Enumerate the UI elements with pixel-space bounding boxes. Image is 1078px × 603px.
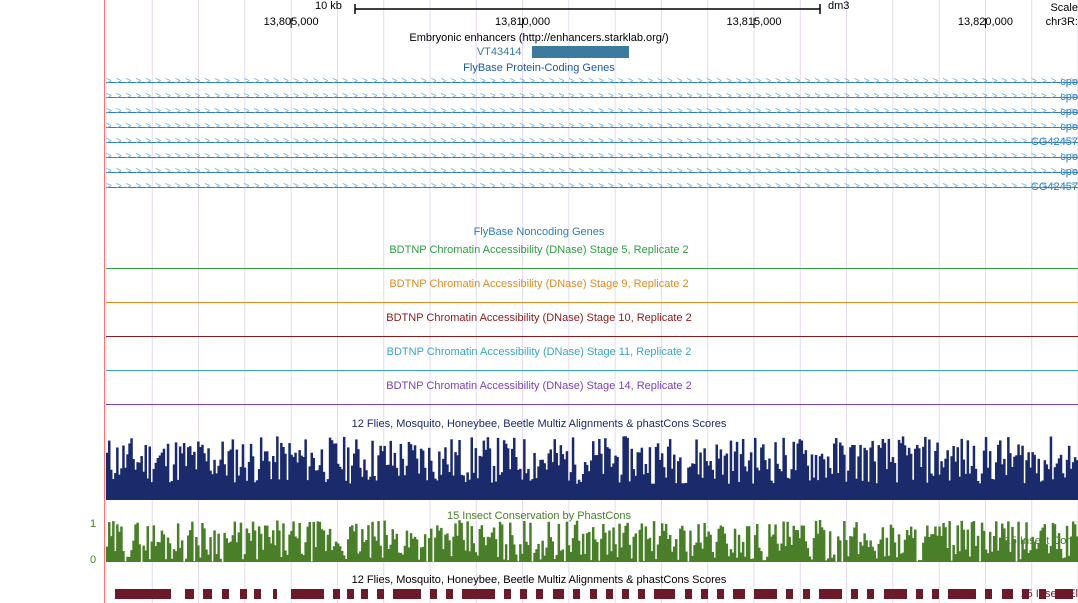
insect-el-block[interactable] — [573, 589, 580, 599]
gene-direction-arrows: >>>>>>>>>>>>>>>>>>>>>>>>>>>>>>>>>>>>>>>>… — [106, 136, 1078, 148]
insect-el-block[interactable] — [803, 589, 810, 599]
insect-el-block[interactable] — [291, 589, 323, 599]
insect-el-block[interactable] — [536, 589, 543, 599]
gene-direction-arrows: >>>>>>>>>>>>>>>>>>>>>>>>>>>>>>>>>>>>>>>>… — [106, 91, 1078, 103]
insect-el-block[interactable] — [717, 589, 724, 599]
dnase-baseline[interactable] — [106, 404, 1078, 405]
assembly-label: dm3 — [828, 0, 849, 12]
gene-track-row[interactable]: >>>>>>>>>>>>>>>>>>>>>>>>>>>>>>>>>>>>>>>>… — [106, 106, 1078, 118]
insect-el-block[interactable] — [333, 589, 340, 599]
insect-el-block[interactable] — [932, 589, 939, 599]
insect-el-block[interactable] — [754, 589, 777, 599]
dnase-track-title: BDTNP Chromatin Accessibility (DNase) St… — [0, 244, 1078, 256]
insect-el-block[interactable] — [393, 589, 421, 599]
gene-track-row[interactable]: >>>>>>>>>>>>>>>>>>>>>>>>>>>>>>>>>>>>>>>>… — [106, 121, 1078, 133]
scale-text: 10 kb — [315, 0, 342, 12]
flybase-pc-title: FlyBase Protein-Coding Genes — [0, 62, 1078, 74]
dnase-baseline[interactable] — [106, 268, 1078, 269]
coord-label: 13,815,000 — [726, 16, 781, 28]
gene-track-row[interactable]: >>>>>>>>>>>>>>>>>>>>>>>>>>>>>>>>>>>>>>>>… — [106, 136, 1078, 148]
gene-direction-arrows: >>>>>>>>>>>>>>>>>>>>>>>>>>>>>>>>>>>>>>>>… — [106, 106, 1078, 118]
enhancer-item[interactable] — [532, 46, 629, 58]
coord-label: 13,810,000 — [495, 16, 550, 28]
dnase-baseline[interactable] — [106, 302, 1078, 303]
dnase-track-title: BDTNP Chromatin Accessibility (DNase) St… — [0, 278, 1078, 290]
dnase-baseline[interactable] — [106, 336, 1078, 337]
gene-track-row[interactable]: >>>>>>>>>>>>>>>>>>>>>>>>>>>>>>>>>>>>>>>>… — [106, 166, 1078, 178]
insect-el-block[interactable] — [654, 589, 675, 599]
insect-el-block[interactable] — [606, 589, 613, 599]
insect-el-block[interactable] — [553, 589, 565, 599]
gene-track-row[interactable]: >>>>>>>>>>>>>>>>>>>>>>>>>>>>>>>>>>>>>>>>… — [106, 151, 1078, 163]
insect-el-block[interactable] — [701, 589, 708, 599]
flybase-nc-title: FlyBase Noncoding Genes — [0, 226, 1078, 238]
insect-el-block[interactable] — [1002, 589, 1014, 599]
insect-el-block[interactable] — [590, 589, 597, 599]
gene-direction-arrows: >>>>>>>>>>>>>>>>>>>>>>>>>>>>>>>>>>>>>>>>… — [106, 166, 1078, 178]
insect-el-block[interactable] — [254, 589, 261, 599]
multiz-title: 12 Flies, Mosquito, Honeybee, Beetle Mul… — [0, 418, 1078, 430]
phastcons-wiggle[interactable] — [0, 520, 1078, 564]
multiz-wiggle[interactable] — [0, 436, 1078, 502]
gene-direction-arrows: >>>>>>>>>>>>>>>>>>>>>>>>>>>>>>>>>>>>>>>>… — [106, 151, 1078, 163]
insect-el-block[interactable] — [985, 589, 992, 599]
insect-el-block[interactable] — [377, 589, 384, 599]
insect-el-block[interactable] — [1055, 589, 1074, 599]
insect-el-block[interactable] — [504, 589, 511, 599]
insect-el-block[interactable] — [203, 589, 212, 599]
dnase-track-title: BDTNP Chromatin Accessibility (DNase) St… — [0, 312, 1078, 324]
gene-direction-arrows: >>>>>>>>>>>>>>>>>>>>>>>>>>>>>>>>>>>>>>>>… — [106, 181, 1078, 193]
insect-el-block[interactable] — [1022, 589, 1029, 599]
coord-label: 13,820,000 — [958, 16, 1013, 28]
insect-el-block[interactable] — [520, 589, 527, 599]
insect-el-block[interactable] — [347, 589, 354, 599]
content-layer: Scale 10 kbdm3chr3R:13,805,00013,810,000… — [0, 0, 1078, 603]
dnase-track-title: BDTNP Chromatin Accessibility (DNase) St… — [0, 380, 1078, 392]
insect-el-block[interactable] — [786, 589, 793, 599]
dnase-baseline[interactable] — [106, 370, 1078, 371]
insect-el-block[interactable] — [446, 589, 453, 599]
insect-el-blocks[interactable] — [0, 589, 1078, 599]
insect-el-block[interactable] — [361, 589, 368, 599]
insect-el-block[interactable] — [884, 589, 907, 599]
insect-el-block[interactable] — [867, 589, 874, 599]
coord-label: 13,805,000 — [264, 16, 319, 28]
genome-browser: Scale 10 kbdm3chr3R:13,805,00013,810,000… — [0, 0, 1078, 603]
insect-el-block[interactable] — [430, 589, 437, 599]
insect-el-block[interactable] — [851, 589, 858, 599]
insect-el-block[interactable] — [819, 589, 842, 599]
insect-el-block[interactable] — [240, 589, 247, 599]
insect-el-block[interactable] — [273, 589, 278, 599]
insect-el-title: 12 Flies, Mosquito, Honeybee, Beetle Mul… — [0, 574, 1078, 586]
gene-direction-arrows: >>>>>>>>>>>>>>>>>>>>>>>>>>>>>>>>>>>>>>>>… — [106, 76, 1078, 88]
enhancer-track-title: Embryonic enhancers (http://enhancers.st… — [0, 32, 1078, 44]
insect-el-block[interactable] — [622, 589, 629, 599]
insect-el-block[interactable] — [733, 589, 745, 599]
insect-el-block[interactable] — [916, 589, 923, 599]
insect-el-block[interactable] — [115, 589, 171, 599]
gene-track-row[interactable]: >>>>>>>>>>>>>>>>>>>>>>>>>>>>>>>>>>>>>>>>… — [106, 91, 1078, 103]
insect-el-block[interactable] — [222, 589, 229, 599]
insect-el-block[interactable] — [685, 589, 692, 599]
insect-el-block[interactable] — [638, 589, 645, 599]
dnase-track-title: BDTNP Chromatin Accessibility (DNase) St… — [0, 346, 1078, 358]
insect-el-block[interactable] — [462, 589, 494, 599]
gene-direction-arrows: >>>>>>>>>>>>>>>>>>>>>>>>>>>>>>>>>>>>>>>>… — [106, 121, 1078, 133]
enhancer-item-name: VT43414 — [477, 46, 522, 58]
insect-el-block[interactable] — [948, 589, 976, 599]
insect-el-block[interactable] — [185, 589, 194, 599]
gene-track-row[interactable]: >>>>>>>>>>>>>>>>>>>>>>>>>>>>>>>>>>>>>>>>… — [106, 76, 1078, 88]
gene-track-row[interactable]: >>>>>>>>>>>>>>>>>>>>>>>>>>>>>>>>>>>>>>>>… — [106, 181, 1078, 193]
insect-el-block[interactable] — [1039, 589, 1046, 599]
